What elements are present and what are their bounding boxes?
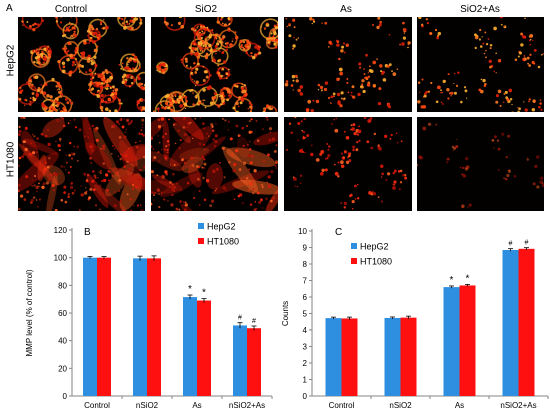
chart-b-y-tick-label: 0 bbox=[63, 392, 68, 401]
micrograph-hepg2-sio2-as bbox=[417, 17, 544, 112]
chart-b-y-tick-label: 40 bbox=[58, 337, 67, 346]
chart-c-legend-label: HepG2 bbox=[360, 242, 389, 252]
chart-b-significance-mark: * bbox=[202, 288, 206, 299]
chart-c-bar-hepg2 bbox=[325, 318, 342, 396]
chart-b-legend-label: HepG2 bbox=[207, 222, 236, 232]
chart-c-y-tick-label: 7 bbox=[303, 277, 308, 286]
column-label-sio2: SiO2 bbox=[194, 4, 218, 15]
chart-c-y-tick-label: 9 bbox=[303, 244, 308, 253]
chart-c-bar-hepg2 bbox=[502, 249, 519, 396]
chart-c-y-tick-label: 1 bbox=[303, 376, 308, 385]
chart-c-counts: C Counts 0 1 2 3 4 5 6 7 8 9 10 Control nSiO2 As * * nSiO2… bbox=[281, 227, 549, 410]
chart-c-bar-ht1080 bbox=[341, 318, 358, 396]
chart-b-x-tick-label: Control bbox=[84, 401, 110, 410]
row-label-ht1080: HT1080 bbox=[5, 141, 17, 178]
chart-c-x-tick-label: As bbox=[455, 401, 464, 410]
chart-b-y-tick-label: 100 bbox=[54, 254, 68, 263]
row-label-hepg2: HepG2 bbox=[5, 44, 17, 77]
chart-b-bar-hepg2 bbox=[183, 297, 197, 396]
chart-c-y-tick-label: 8 bbox=[303, 260, 308, 269]
chart-b-bar-hepg2 bbox=[233, 325, 247, 396]
chart-c-y-tick-label: 2 bbox=[303, 359, 308, 368]
column-label-control: Control bbox=[54, 4, 88, 15]
chart-c-x-tick-label: nSiO2 bbox=[389, 401, 412, 410]
chart-c-y-tick-label: 4 bbox=[303, 326, 308, 335]
micrograph-hepg2-control bbox=[18, 17, 145, 112]
chart-c-bar-hepg2 bbox=[443, 287, 460, 396]
chart-c-y-tick-label: 10 bbox=[298, 227, 307, 236]
chart-b-bar-ht1080 bbox=[247, 328, 261, 396]
chart-b-bar-hepg2 bbox=[133, 258, 147, 396]
chart-b-legend-swatch bbox=[198, 238, 204, 244]
chart-b-y-tick-label: 20 bbox=[58, 364, 67, 373]
chart-c-legend-swatch bbox=[351, 258, 357, 264]
chart-c-significance-mark: # bbox=[509, 241, 513, 248]
chart-c-y-tick-label: 6 bbox=[303, 293, 308, 302]
chart-b-significance-mark: # bbox=[252, 318, 256, 325]
micrograph-hepg2-as bbox=[284, 17, 412, 112]
chart-b-legend-label: HT1080 bbox=[207, 237, 239, 247]
micrograph-ht1080-as bbox=[284, 117, 412, 211]
chart-c-x-tick-label: Control bbox=[329, 401, 355, 410]
chart-b-legend-swatch bbox=[198, 223, 204, 229]
chart-b-panel-letter: B bbox=[84, 227, 91, 238]
chart-b-significance-mark: * bbox=[188, 284, 192, 295]
chart-c-y-tick-label: 3 bbox=[303, 343, 308, 352]
chart-b-bar-ht1080 bbox=[197, 300, 211, 396]
chart-c-y-tick-label: 5 bbox=[303, 310, 308, 319]
chart-c-legend-label: HT1080 bbox=[360, 257, 392, 267]
chart-b-bar-hepg2 bbox=[83, 257, 97, 396]
chart-b-y-tick-label: 60 bbox=[58, 309, 67, 318]
chart-b-y-tick-label: 120 bbox=[54, 226, 68, 235]
chart-c-panel-letter: C bbox=[335, 227, 342, 238]
chart-c-significance-mark: * bbox=[466, 273, 470, 284]
chart-b-bar-ht1080 bbox=[147, 258, 161, 396]
chart-b-bar-ht1080 bbox=[97, 257, 111, 396]
column-label-sio2-as: SiO2+As bbox=[460, 4, 500, 15]
micrograph-ht1080-control bbox=[18, 117, 145, 211]
chart-c-bar-ht1080 bbox=[518, 248, 535, 396]
chart-c-x-tick-label: nSiO2+As bbox=[500, 401, 536, 410]
panel-a-letter: A bbox=[6, 3, 13, 14]
chart-b-x-tick-label: nSiO2+As bbox=[229, 401, 265, 410]
chart-b-y-axis-label: MMP level (% of control) bbox=[25, 269, 34, 356]
micrograph-ht1080-sio2-as bbox=[417, 117, 544, 211]
chart-b-x-tick-label: As bbox=[192, 401, 201, 410]
column-label-as: As bbox=[340, 4, 352, 15]
micrograph-ht1080-sio2 bbox=[151, 117, 278, 211]
chart-b-significance-mark: # bbox=[238, 315, 242, 322]
chart-c-legend-swatch bbox=[351, 243, 357, 249]
chart-c-y-axis-label: Counts bbox=[281, 301, 290, 326]
chart-c-significance-mark: # bbox=[525, 240, 529, 247]
chart-c-bar-ht1080 bbox=[400, 317, 417, 396]
chart-c-significance-mark: * bbox=[450, 275, 454, 286]
chart-c-bar-hepg2 bbox=[384, 317, 401, 396]
micrograph-hepg2-sio2 bbox=[151, 17, 278, 112]
chart-b-x-tick-label: nSiO2 bbox=[136, 401, 159, 410]
chart-c-y-tick-label: 0 bbox=[303, 392, 308, 401]
chart-c-bar-ht1080 bbox=[459, 285, 476, 396]
chart-b-mmp-level: B MMP level (% of control) 0 20 40 60 80 100 120… bbox=[25, 222, 273, 410]
chart-b-y-tick-label: 80 bbox=[58, 281, 67, 290]
